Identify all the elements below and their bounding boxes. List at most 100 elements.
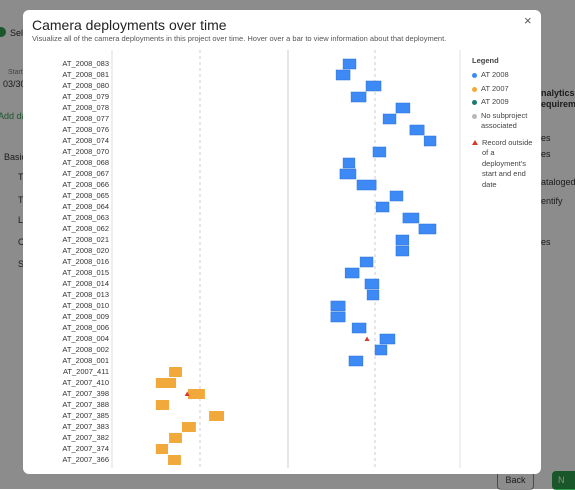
row-label: AT_2007_366 xyxy=(62,455,109,464)
start-label: Start xyxy=(8,69,23,76)
side-item: S xyxy=(18,259,25,269)
deployment-bar[interactable] xyxy=(335,69,351,81)
row-label: AT_2008_076 xyxy=(62,125,109,134)
legend-item: Record outside of a deployment's start a… xyxy=(472,138,534,191)
deployment-bar[interactable] xyxy=(155,444,169,454)
close-button[interactable]: × xyxy=(524,13,532,28)
modal-title: Camera deployments over time xyxy=(32,17,227,33)
deployment-bar[interactable] xyxy=(364,278,380,290)
row-label: AT_2008_067 xyxy=(62,169,109,178)
deployment-bar[interactable] xyxy=(155,400,170,410)
deployment-bar[interactable] xyxy=(395,245,410,257)
deployment-bar[interactable] xyxy=(339,168,357,180)
right-item: es xyxy=(541,237,551,247)
row-label: AT_2008_070 xyxy=(62,147,109,156)
deployment-bar[interactable] xyxy=(342,58,357,70)
row-label: AT_2008_080 xyxy=(62,81,109,90)
deployment-bar[interactable] xyxy=(389,190,404,202)
add-link[interactable]: Add da xyxy=(0,111,27,121)
legend-label: No subproject associated xyxy=(481,110,528,131)
deployment-bar[interactable] xyxy=(375,201,390,213)
row-label: AT_2008_010 xyxy=(62,301,109,310)
side-item: T xyxy=(18,195,24,205)
deployment-bar[interactable] xyxy=(356,179,377,191)
deployment-bar[interactable] xyxy=(169,433,182,443)
row-label: AT_2008_009 xyxy=(62,312,109,321)
row-label: AT_2008_065 xyxy=(62,191,109,200)
deployment-bar[interactable] xyxy=(395,102,411,114)
legend: Legend AT 2008 AT 2007 AT 2009 No subprojec… xyxy=(472,56,534,193)
tab[interactable]: Basic xyxy=(4,152,27,162)
row-label: AT_2007_410 xyxy=(62,378,109,387)
right-item: entify xyxy=(541,196,563,206)
deployment-bar[interactable] xyxy=(402,212,420,224)
legend-item: AT 2009 xyxy=(472,97,534,108)
legend-swatch xyxy=(472,73,477,78)
deployment-bar[interactable] xyxy=(168,455,181,465)
row-label: AT_2008_079 xyxy=(62,92,109,101)
deployment-bar[interactable] xyxy=(382,113,397,125)
row-label: AT_2008_014 xyxy=(62,279,109,288)
row-label: AT_2008_068 xyxy=(62,158,109,167)
right-item: es xyxy=(541,133,551,143)
right-heading: nalytics xyxy=(541,88,575,98)
deployment-bar[interactable] xyxy=(409,124,425,136)
row-label: AT_2007_398 xyxy=(62,389,109,398)
legend-title: Legend xyxy=(472,56,499,65)
deployment-bar[interactable] xyxy=(395,234,410,246)
row-label: AT_2008_074 xyxy=(62,136,109,145)
row-label: AT_2008_016 xyxy=(62,257,109,266)
deployment-bar[interactable] xyxy=(374,344,388,356)
deployment-bar[interactable] xyxy=(379,333,396,345)
right-item: es xyxy=(541,149,551,159)
modal-subtitle: Visualize all of the camera deployments … xyxy=(32,34,447,43)
row-label: AT_2007_374 xyxy=(62,444,109,453)
deployment-bar[interactable] xyxy=(418,223,437,235)
deployment-bar[interactable] xyxy=(155,378,177,388)
deployment-bar[interactable] xyxy=(350,91,367,103)
deployment-bar[interactable] xyxy=(181,422,196,432)
deployment-bar[interactable] xyxy=(366,289,380,301)
row-label: AT_2008_015 xyxy=(62,268,109,277)
deployment-bar[interactable] xyxy=(365,80,382,92)
deployment-bar[interactable] xyxy=(169,367,182,377)
deployment-bar[interactable] xyxy=(348,355,364,367)
row-label: AT_2007_383 xyxy=(62,422,109,431)
side-item: T xyxy=(18,172,24,182)
next-button[interactable]: N xyxy=(552,471,575,490)
row-label: AT_2008_062 xyxy=(62,224,109,233)
deployment-bar[interactable] xyxy=(330,311,346,323)
row-label: AT_2008_001 xyxy=(62,356,109,365)
legend-label: AT 2007 xyxy=(481,83,509,93)
legend-item: No subproject associated xyxy=(472,111,534,132)
row-label: AT_2008_013 xyxy=(62,290,109,299)
deployment-bar[interactable] xyxy=(423,135,437,147)
row-label: AT_2008_083 xyxy=(62,59,109,68)
row-label: AT_2008_020 xyxy=(62,246,109,255)
deployment-bar[interactable] xyxy=(372,146,387,158)
deployment-bar[interactable] xyxy=(330,300,346,312)
row-label: AT_2007_411 xyxy=(63,367,109,376)
deployment-bar[interactable] xyxy=(187,389,205,399)
start-date: 03/30 xyxy=(3,79,26,89)
row-label: AT_2008_002 xyxy=(62,345,109,354)
outlier-marker xyxy=(364,336,370,341)
row-label: AT_2008_064 xyxy=(62,202,109,211)
row-label: AT_2008_081 xyxy=(62,70,109,79)
deployment-bar[interactable] xyxy=(342,157,356,169)
right-item: ataloged xyxy=(541,177,575,187)
row-label: AT_2007_382 xyxy=(62,433,109,442)
row-label: AT_2007_388 xyxy=(62,400,109,409)
row-label: AT_2008_021 xyxy=(62,235,109,244)
deployment-bar[interactable] xyxy=(359,256,374,268)
deployment-bar[interactable] xyxy=(351,322,367,334)
chart: AT_2008_083 AT_2008_081 AT_2008_080 AT_2008… xyxy=(62,50,461,468)
legend-item: AT 2008 xyxy=(472,70,534,81)
row-label: AT_2008_078 xyxy=(62,103,109,112)
legend-label: AT 2009 xyxy=(481,97,509,106)
deployment-bar[interactable] xyxy=(344,267,360,279)
step-check xyxy=(0,27,6,37)
side-item: L xyxy=(18,215,24,225)
deployment-bar[interactable] xyxy=(209,411,225,421)
row-label: AT_2008_066 xyxy=(62,180,109,189)
